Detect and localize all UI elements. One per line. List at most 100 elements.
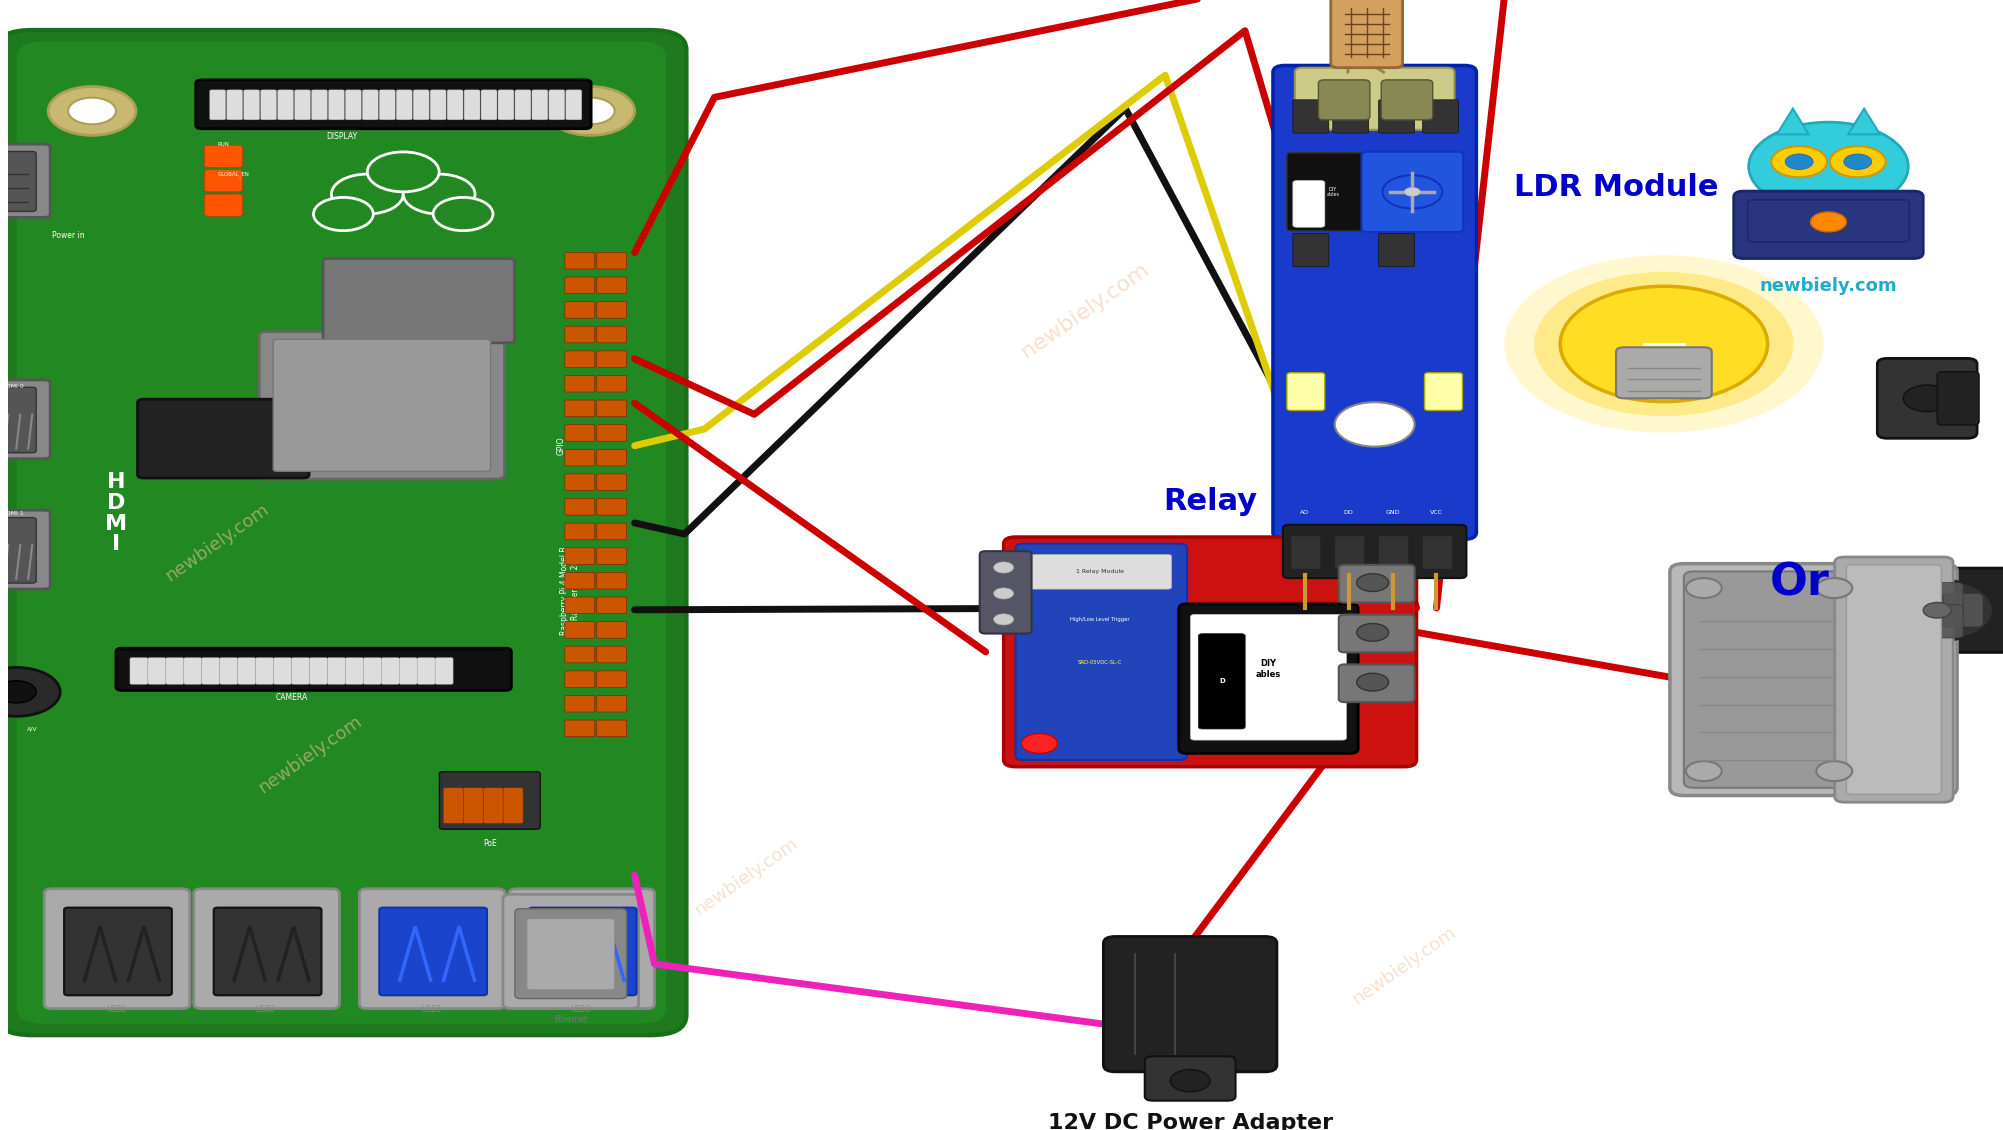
FancyBboxPatch shape	[527, 919, 615, 990]
FancyBboxPatch shape	[260, 90, 276, 120]
FancyBboxPatch shape	[979, 551, 1032, 634]
Circle shape	[0, 668, 60, 716]
Text: PWR-LED: PWR-LED	[1482, 383, 1486, 407]
FancyBboxPatch shape	[214, 907, 320, 996]
FancyBboxPatch shape	[345, 90, 361, 120]
FancyBboxPatch shape	[116, 649, 511, 690]
FancyBboxPatch shape	[1104, 937, 1278, 1072]
FancyBboxPatch shape	[1378, 536, 1408, 570]
FancyBboxPatch shape	[499, 90, 515, 120]
Text: 12V DC Power Adapter: 12V DC Power Adapter	[1048, 1113, 1332, 1130]
Circle shape	[1504, 255, 1823, 433]
FancyBboxPatch shape	[1028, 555, 1172, 589]
Circle shape	[433, 198, 493, 231]
Text: DISPLAY: DISPLAY	[326, 132, 357, 141]
Circle shape	[1404, 188, 1420, 197]
Circle shape	[1845, 154, 1871, 170]
FancyBboxPatch shape	[565, 671, 595, 687]
Text: DO: DO	[1344, 510, 1354, 515]
Text: USB2: USB2	[256, 1005, 276, 1014]
FancyBboxPatch shape	[597, 548, 627, 564]
Circle shape	[547, 930, 635, 979]
Circle shape	[48, 87, 136, 136]
FancyBboxPatch shape	[565, 450, 595, 466]
Text: Ethernet: Ethernet	[555, 1015, 587, 1024]
Text: A/V: A/V	[26, 727, 38, 731]
Circle shape	[1881, 580, 1993, 642]
FancyBboxPatch shape	[210, 90, 226, 120]
FancyBboxPatch shape	[565, 252, 595, 269]
FancyBboxPatch shape	[1735, 191, 1923, 259]
FancyBboxPatch shape	[1616, 347, 1713, 399]
FancyBboxPatch shape	[244, 90, 260, 120]
FancyBboxPatch shape	[597, 450, 627, 466]
FancyBboxPatch shape	[0, 145, 50, 217]
FancyBboxPatch shape	[1911, 605, 1963, 638]
Circle shape	[1356, 574, 1388, 591]
Circle shape	[993, 562, 1014, 573]
Text: newbiely.com: newbiely.com	[1018, 259, 1154, 362]
FancyBboxPatch shape	[597, 252, 627, 269]
FancyBboxPatch shape	[322, 259, 515, 342]
FancyBboxPatch shape	[565, 400, 595, 417]
FancyBboxPatch shape	[1378, 233, 1414, 267]
Text: Or: Or	[1769, 560, 1829, 605]
FancyBboxPatch shape	[465, 90, 481, 120]
Polygon shape	[1849, 108, 1881, 134]
FancyBboxPatch shape	[597, 498, 627, 515]
Circle shape	[993, 614, 1014, 625]
FancyBboxPatch shape	[0, 518, 36, 583]
FancyBboxPatch shape	[597, 646, 627, 663]
FancyBboxPatch shape	[381, 658, 399, 685]
FancyBboxPatch shape	[1292, 181, 1324, 227]
FancyBboxPatch shape	[292, 658, 310, 685]
Circle shape	[1534, 272, 1793, 416]
FancyBboxPatch shape	[549, 90, 565, 120]
FancyBboxPatch shape	[1671, 564, 1957, 796]
FancyBboxPatch shape	[1292, 233, 1328, 267]
FancyBboxPatch shape	[565, 302, 595, 319]
Circle shape	[367, 151, 439, 192]
Text: LDR Module: LDR Module	[1514, 173, 1719, 202]
FancyBboxPatch shape	[1282, 524, 1466, 579]
FancyBboxPatch shape	[565, 375, 595, 392]
Circle shape	[1687, 579, 1723, 598]
Circle shape	[1811, 212, 1847, 232]
FancyBboxPatch shape	[565, 646, 595, 663]
FancyBboxPatch shape	[1338, 664, 1414, 702]
FancyBboxPatch shape	[1332, 99, 1368, 133]
FancyBboxPatch shape	[256, 658, 274, 685]
FancyBboxPatch shape	[1937, 372, 1979, 425]
FancyBboxPatch shape	[565, 498, 595, 515]
Circle shape	[330, 174, 403, 214]
FancyBboxPatch shape	[1334, 536, 1364, 570]
Circle shape	[1903, 385, 1951, 411]
FancyBboxPatch shape	[1338, 565, 1414, 602]
FancyBboxPatch shape	[565, 548, 595, 564]
Circle shape	[993, 588, 1014, 599]
FancyBboxPatch shape	[597, 425, 627, 442]
Text: RUN: RUN	[218, 142, 230, 147]
FancyBboxPatch shape	[397, 90, 413, 120]
Text: D: D	[1220, 678, 1224, 685]
FancyBboxPatch shape	[481, 90, 497, 120]
FancyBboxPatch shape	[328, 90, 345, 120]
FancyBboxPatch shape	[345, 658, 363, 685]
Text: newbiely.com: newbiely.com	[1350, 923, 1460, 1008]
FancyBboxPatch shape	[597, 671, 627, 687]
FancyBboxPatch shape	[597, 400, 627, 417]
FancyBboxPatch shape	[597, 327, 627, 342]
Circle shape	[1382, 175, 1442, 209]
Text: newbiely.com: newbiely.com	[1761, 277, 1897, 295]
FancyBboxPatch shape	[363, 90, 379, 120]
FancyBboxPatch shape	[1294, 68, 1454, 130]
Circle shape	[1817, 579, 1853, 598]
Text: GPIO: GPIO	[557, 436, 565, 455]
Text: High/Low Level Trigger: High/Low Level Trigger	[1070, 617, 1130, 622]
FancyBboxPatch shape	[1292, 99, 1328, 133]
FancyBboxPatch shape	[379, 907, 487, 996]
FancyBboxPatch shape	[0, 151, 36, 211]
FancyBboxPatch shape	[447, 90, 463, 120]
FancyBboxPatch shape	[515, 90, 531, 120]
FancyBboxPatch shape	[294, 90, 310, 120]
